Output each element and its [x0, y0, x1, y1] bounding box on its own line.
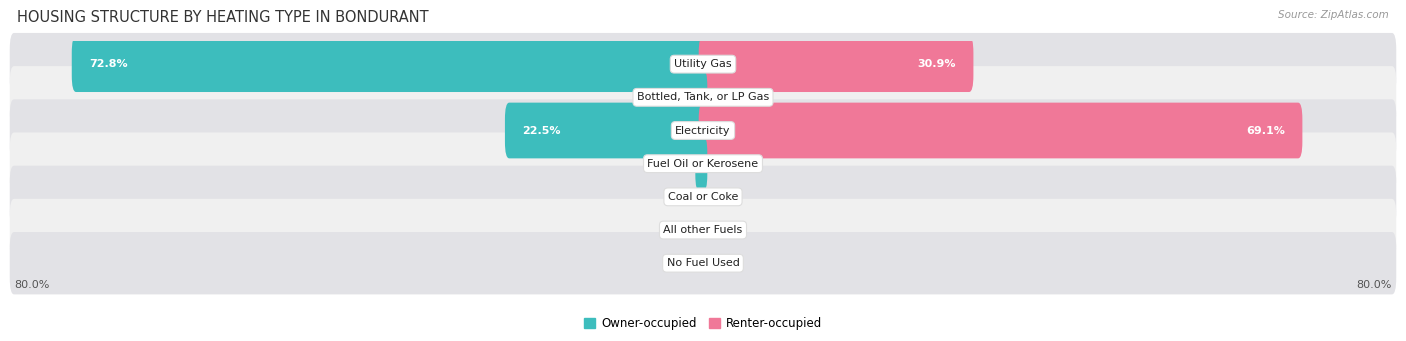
- FancyBboxPatch shape: [72, 36, 707, 92]
- Text: Bottled, Tank, or LP Gas: Bottled, Tank, or LP Gas: [637, 92, 769, 102]
- Legend: Owner-occupied, Renter-occupied: Owner-occupied, Renter-occupied: [579, 312, 827, 335]
- FancyBboxPatch shape: [10, 33, 1396, 95]
- FancyBboxPatch shape: [505, 103, 707, 158]
- Text: 0.39%: 0.39%: [713, 159, 751, 169]
- Text: HOUSING STRUCTURE BY HEATING TYPE IN BONDURANT: HOUSING STRUCTURE BY HEATING TYPE IN BON…: [17, 10, 429, 25]
- FancyBboxPatch shape: [10, 66, 1396, 129]
- FancyBboxPatch shape: [10, 133, 1396, 195]
- Text: 72.8%: 72.8%: [89, 59, 128, 69]
- Text: 69.1%: 69.1%: [1246, 125, 1285, 135]
- Text: Fuel Oil or Kerosene: Fuel Oil or Kerosene: [647, 159, 759, 169]
- Text: 0.0%: 0.0%: [665, 192, 693, 202]
- FancyBboxPatch shape: [10, 166, 1396, 228]
- Text: Coal or Coke: Coal or Coke: [668, 192, 738, 202]
- FancyBboxPatch shape: [10, 232, 1396, 294]
- FancyBboxPatch shape: [662, 70, 707, 125]
- Text: No Fuel Used: No Fuel Used: [666, 258, 740, 268]
- FancyBboxPatch shape: [10, 99, 1396, 162]
- Text: 0.0%: 0.0%: [713, 225, 741, 235]
- Text: Source: ZipAtlas.com: Source: ZipAtlas.com: [1278, 10, 1389, 20]
- Text: 30.9%: 30.9%: [918, 59, 956, 69]
- FancyBboxPatch shape: [696, 136, 707, 192]
- Text: Electricity: Electricity: [675, 125, 731, 135]
- FancyBboxPatch shape: [699, 36, 973, 92]
- Text: 0.0%: 0.0%: [713, 192, 741, 202]
- Text: 0.0%: 0.0%: [713, 159, 741, 169]
- Text: 80.0%: 80.0%: [1357, 280, 1392, 290]
- Text: 80.0%: 80.0%: [14, 280, 49, 290]
- Text: 4.3%: 4.3%: [679, 92, 710, 102]
- Text: 0.0%: 0.0%: [665, 225, 693, 235]
- Text: Utility Gas: Utility Gas: [675, 59, 731, 69]
- Text: 0.0%: 0.0%: [713, 258, 741, 268]
- FancyBboxPatch shape: [10, 199, 1396, 261]
- Text: 22.5%: 22.5%: [522, 125, 561, 135]
- FancyBboxPatch shape: [699, 103, 1302, 158]
- Text: 0.0%: 0.0%: [713, 92, 741, 102]
- Text: All other Fuels: All other Fuels: [664, 225, 742, 235]
- Text: 0.0%: 0.0%: [665, 258, 693, 268]
